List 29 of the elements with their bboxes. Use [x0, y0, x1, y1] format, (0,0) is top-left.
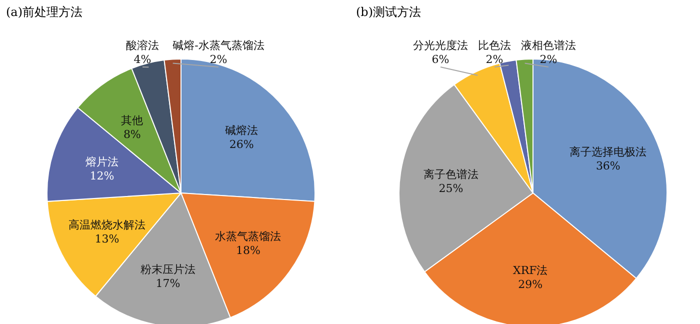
chart-title: (b)测试方法 [356, 4, 422, 21]
slice-label: 水蒸气蒸馏法 [215, 230, 282, 243]
slice-label: 高温燃烧水解法 [68, 218, 146, 232]
slice-label: XRF法 [513, 264, 548, 278]
data-label: 26% [229, 138, 254, 152]
data-label: 8% [123, 128, 141, 141]
slice-label: 酸溶法 [126, 39, 159, 52]
chart-title: (a)前处理方法 [6, 4, 83, 21]
data-label: 4% [134, 53, 152, 66]
data-label: 29% [518, 278, 543, 292]
data-label: 13% [94, 232, 120, 246]
data-label: 2% [210, 53, 228, 66]
data-label: 18% [236, 244, 260, 257]
slice-label: 其他 [121, 114, 144, 127]
data-label: 25% [438, 182, 464, 196]
slice-label: 粉末压片法 [140, 263, 196, 276]
slice-label: 分光光度法 [413, 39, 468, 52]
slice-label: 离子色谱法 [423, 168, 478, 182]
slice-label: 碱熔法 [225, 124, 258, 138]
data-label: 2% [486, 53, 504, 66]
data-label: 36% [596, 160, 620, 173]
slice-label: 碱熔-水蒸气蒸馏法 [172, 39, 264, 52]
slice-label: 离子选择电极法 [570, 146, 647, 159]
slice-label: 熔片法 [85, 155, 118, 168]
slice-label: 液相色谱法 [521, 39, 576, 52]
data-label: 12% [90, 169, 114, 182]
data-label: 6% [432, 53, 450, 66]
slice-label: 比色法 [478, 39, 511, 52]
data-label: 17% [156, 277, 180, 290]
